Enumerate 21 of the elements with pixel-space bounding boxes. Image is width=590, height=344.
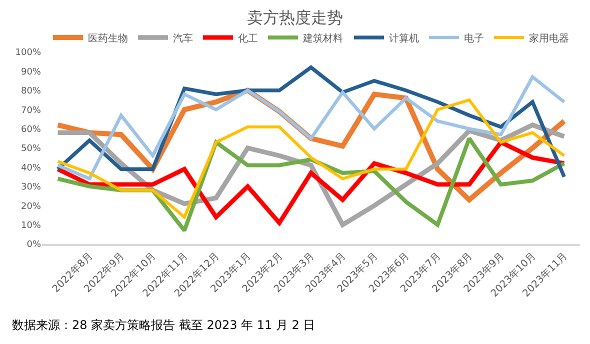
legend-label: 化工 [238, 32, 258, 44]
legend-label: 家用电器 [529, 32, 569, 44]
source-note: 数据来源：28 家卖方策略报告 截至 2023 年 11 月 2 日 [12, 318, 316, 332]
chart-title: 卖方热度走势 [247, 8, 343, 28]
y-tick-label: 20% [20, 202, 42, 212]
line-series [56, 98, 566, 219]
legend-label: 计算机 [389, 32, 419, 44]
legend-label: 医药生物 [88, 32, 128, 44]
y-tick-label: 90% [20, 67, 42, 78]
y-tick-label: 0% [26, 240, 42, 250]
legend-label: 汽车 [173, 32, 193, 44]
y-tick-label: 50% [20, 144, 42, 154]
y-tick-label: 80% [20, 86, 42, 97]
y-tick-label: 70% [20, 106, 42, 116]
y-tick-label: 30% [20, 182, 42, 193]
y-tick-label: 60% [20, 124, 42, 135]
y-tick-label: 100% [15, 48, 42, 58]
legend-label: 建筑材料 [302, 32, 343, 44]
legend-label: 电子 [464, 32, 484, 44]
y-tick-label: 40% [20, 163, 42, 174]
y-tick-label: 10% [20, 220, 42, 231]
